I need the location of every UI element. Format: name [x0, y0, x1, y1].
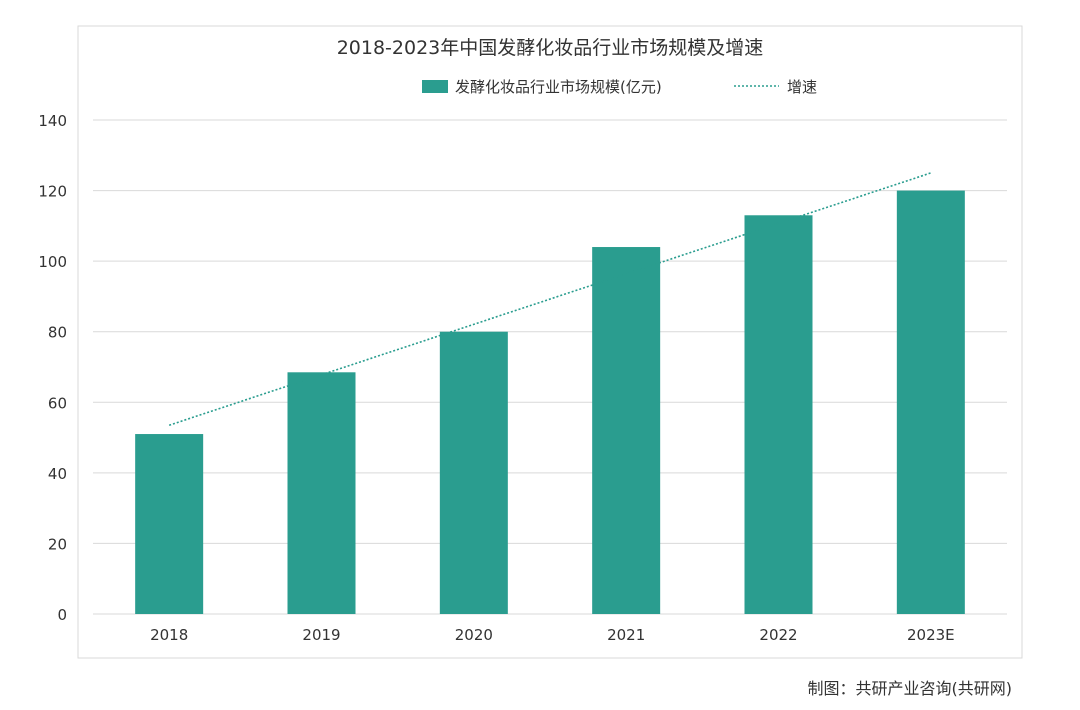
legend: 发酵化妆品行业市场规模(亿元) 增速	[422, 78, 817, 96]
x-tick-label: 2021	[607, 626, 645, 644]
source-note: 制图：共研产业咨询(共研网)	[808, 679, 1013, 698]
gridlines	[93, 119, 1007, 615]
bar-2020	[439, 331, 508, 614]
x-tick-label: 2018	[150, 626, 188, 644]
bars	[135, 190, 965, 615]
legend-line-label: 增速	[787, 78, 817, 96]
bar-2023E	[896, 190, 965, 615]
y-tick-label: 100	[38, 253, 67, 271]
x-tick-label: 2019	[302, 626, 340, 644]
y-tick-label: 0	[57, 606, 67, 624]
bar-2018	[135, 434, 204, 614]
legend-bar-swatch	[422, 80, 448, 93]
y-tick-label: 120	[38, 183, 67, 201]
x-tick-label: 2022	[759, 626, 797, 644]
x-tick-label: 2023E	[907, 626, 955, 644]
chart-title: 2018-2023年中国发酵化妆品行业市场规模及增速	[337, 37, 764, 59]
trendline-path	[168, 172, 932, 426]
bar-2019	[287, 372, 356, 614]
x-tick-label: 2020	[455, 626, 493, 644]
bar-2022	[744, 215, 813, 614]
y-tick-label: 80	[48, 324, 67, 342]
trendline	[168, 172, 932, 426]
y-axis: 0 20 40 60 80 100 120 140	[38, 112, 67, 624]
plot-frame	[77, 25, 1023, 659]
x-axis: 2018 2019 2020 2021 2022 2023E	[150, 626, 955, 644]
bar-2021	[592, 247, 661, 614]
y-tick-label: 60	[48, 394, 67, 412]
y-tick-label: 40	[48, 465, 67, 483]
y-tick-label: 140	[38, 112, 67, 130]
y-tick-label: 20	[48, 535, 67, 553]
legend-bar-label: 发酵化妆品行业市场规模(亿元)	[455, 78, 662, 96]
